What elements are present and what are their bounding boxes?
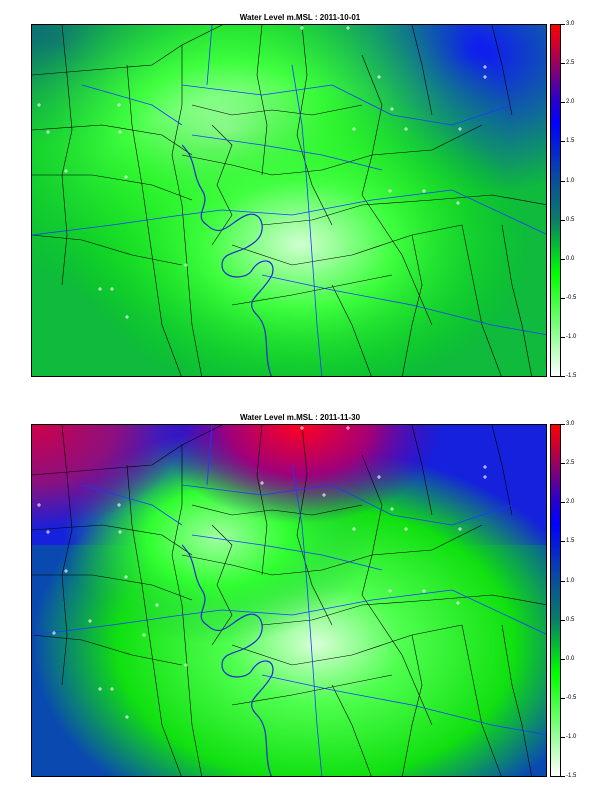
interpolated-map [31, 424, 547, 777]
tick-label: 0.0 [566, 656, 575, 662]
map-svg [32, 25, 546, 376]
tick-label: -1.5 [566, 773, 577, 779]
river [181, 144, 274, 376]
tick-label: 2.0 [566, 499, 575, 505]
interpolated-map [31, 24, 547, 377]
tick-label: -1.0 [566, 734, 577, 740]
river [181, 544, 274, 776]
tick-label: 2.5 [566, 60, 575, 66]
map-panel-oct: Water Level m.MSL : 2011-10-01 [31, 13, 577, 379]
tick-label: 2.5 [566, 460, 575, 466]
tick-label: 1.5 [566, 538, 575, 544]
canals [32, 25, 546, 376]
tick-label: -0.5 [566, 295, 577, 301]
tick-label: 1.0 [566, 578, 575, 584]
tick-label: 0.5 [566, 617, 575, 623]
map-panel-nov: Water Level m.MSL : 2011-11-30 [0, 400, 600, 800]
map-svg [32, 425, 546, 776]
tick-label: 2.0 [566, 99, 575, 105]
district-boundaries [32, 25, 546, 376]
district-boundaries [32, 425, 546, 776]
colorbar [550, 24, 561, 377]
tick-label: 1.5 [566, 138, 575, 144]
colorbar [550, 424, 561, 777]
tick-label: 1.0 [566, 178, 575, 184]
station-markers [37, 426, 487, 719]
station-markers [37, 26, 487, 319]
tick-label: 0.5 [566, 217, 575, 223]
tick-label: 3.0 [566, 421, 575, 427]
tick-label: -1.0 [566, 334, 577, 340]
tick-label: -1.5 [566, 373, 577, 379]
tick-label: -0.5 [566, 695, 577, 701]
tick-label: 0.0 [566, 256, 575, 262]
canals [32, 425, 546, 776]
panel-title: Water Level m.MSL : 2011-11-30 [239, 413, 361, 422]
panel-title: Water Level m.MSL : 2011-10-01 [239, 13, 361, 22]
tick-label: 3.0 [566, 21, 575, 27]
